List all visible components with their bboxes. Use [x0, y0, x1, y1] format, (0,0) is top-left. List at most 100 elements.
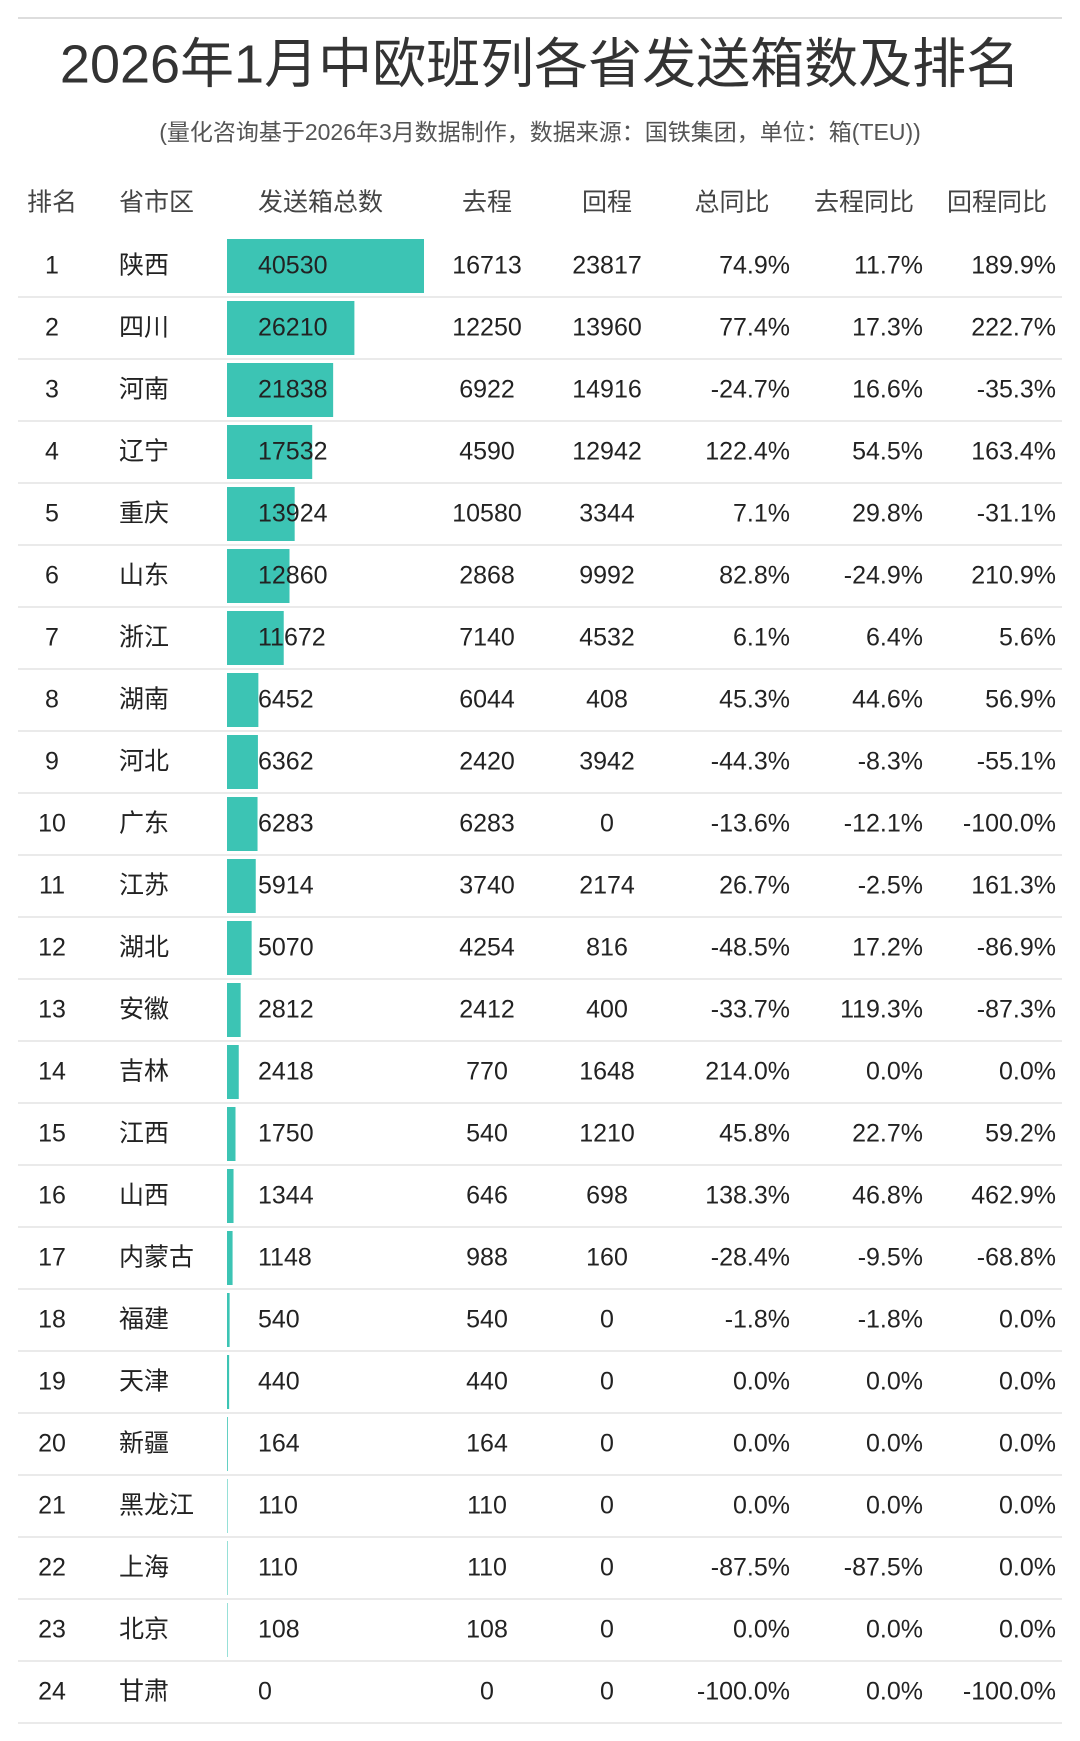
- cell: -35.3%: [977, 376, 1056, 404]
- province: 黑龙江: [119, 1492, 194, 1520]
- cell: -24.7%: [711, 376, 790, 404]
- cell: -44.3%: [711, 748, 790, 776]
- cell: 22.7%: [852, 1120, 923, 1148]
- column-header: 发送箱总数: [258, 189, 383, 217]
- cell: -2.5%: [858, 872, 923, 900]
- cell: 14916: [572, 376, 642, 404]
- cell: 21838: [258, 376, 328, 404]
- cell: 0.0%: [999, 1368, 1056, 1396]
- province: 吉林: [119, 1058, 169, 1086]
- cell: 6922: [459, 376, 515, 404]
- cell: 74.9%: [719, 252, 790, 280]
- cell: -87.3%: [977, 996, 1056, 1024]
- cell: 13960: [572, 314, 642, 342]
- cell: 0: [600, 1616, 614, 1644]
- data-bar: [227, 1169, 234, 1223]
- cell: 12942: [572, 438, 642, 466]
- province: 江苏: [119, 872, 169, 900]
- cell: 0.0%: [999, 1554, 1056, 1582]
- cell: 110: [467, 1554, 507, 1582]
- province: 河北: [119, 748, 169, 776]
- cell: 15: [38, 1120, 66, 1148]
- cell: -13.6%: [711, 810, 790, 838]
- cell: 0.0%: [999, 1492, 1056, 1520]
- cell: -28.4%: [711, 1244, 790, 1272]
- data-bar: [227, 363, 334, 417]
- cell: 408: [586, 686, 628, 714]
- cell: 44.6%: [852, 686, 923, 714]
- cell: 6.1%: [733, 624, 790, 652]
- cell: 7140: [459, 624, 515, 652]
- cell: 2412: [459, 996, 515, 1024]
- cell: 540: [258, 1306, 300, 1334]
- cell: 400: [586, 996, 628, 1024]
- data-bar: [227, 487, 295, 541]
- province: 河南: [119, 376, 169, 404]
- data-bar: [227, 797, 258, 851]
- province: 上海: [119, 1554, 169, 1582]
- cell: 12250: [452, 314, 522, 342]
- cell: 16.6%: [852, 376, 923, 404]
- cell: 54.5%: [852, 438, 923, 466]
- cell: 160: [586, 1244, 628, 1272]
- cell: 4590: [459, 438, 515, 466]
- province: 新疆: [119, 1430, 169, 1458]
- cell: -8.3%: [858, 748, 923, 776]
- cell: 0.0%: [733, 1430, 790, 1458]
- cell: 13: [38, 996, 66, 1024]
- cell: 16: [38, 1182, 66, 1210]
- data-bar: [227, 1107, 236, 1161]
- cell: 0.0%: [999, 1306, 1056, 1334]
- data-bar: [227, 1541, 228, 1595]
- province: 甘肃: [119, 1678, 169, 1706]
- cell: 45.3%: [719, 686, 790, 714]
- cell: -1.8%: [858, 1306, 923, 1334]
- cell: 17: [38, 1244, 66, 1272]
- cell: 6362: [258, 748, 314, 776]
- cell: 4254: [459, 934, 515, 962]
- cell: 1750: [258, 1120, 314, 1148]
- column-header: 排名: [27, 189, 77, 217]
- cell: 540: [466, 1120, 508, 1148]
- cell: 11672: [258, 624, 326, 652]
- data-bar: [227, 983, 241, 1037]
- cell: 6283: [459, 810, 515, 838]
- cell: 5.6%: [999, 624, 1056, 652]
- data-bar: [227, 239, 424, 293]
- cell: 440: [258, 1368, 300, 1396]
- data-bar: [227, 301, 355, 355]
- cell: 3344: [579, 500, 635, 528]
- cell: 0: [600, 1554, 614, 1582]
- cell: 5: [45, 500, 59, 528]
- cell: 6283: [258, 810, 314, 838]
- column-header: 回程同比: [947, 189, 1047, 217]
- column-header: 总同比: [694, 189, 769, 217]
- cell: 26210: [258, 314, 328, 342]
- province: 安徽: [119, 996, 169, 1024]
- cell: 110: [258, 1554, 298, 1582]
- cell: 24: [38, 1678, 66, 1706]
- cell: 82.8%: [719, 562, 790, 590]
- data-bar: [227, 1231, 233, 1285]
- cell: 17.3%: [852, 314, 923, 342]
- cell: -86.9%: [977, 934, 1056, 962]
- cell: -33.7%: [711, 996, 790, 1024]
- cell: 0: [600, 1430, 614, 1458]
- data-bar: [227, 673, 259, 727]
- province: 陕西: [119, 252, 169, 280]
- cell: 1: [45, 252, 59, 280]
- cell: -31.1%: [977, 500, 1056, 528]
- cell: 6: [45, 562, 59, 590]
- cell: 770: [466, 1058, 508, 1086]
- cell: 9992: [579, 562, 635, 590]
- cell: 0: [480, 1678, 494, 1706]
- cell: 0.0%: [866, 1678, 923, 1706]
- province: 湖北: [119, 934, 169, 962]
- column-header: 去程: [462, 189, 512, 217]
- cell: 2: [45, 314, 59, 342]
- data-bar: [227, 1479, 228, 1533]
- cell: -1.8%: [725, 1306, 790, 1334]
- cell: 0: [600, 1492, 614, 1520]
- cell: 189.9%: [971, 252, 1056, 280]
- cell: 210.9%: [971, 562, 1056, 590]
